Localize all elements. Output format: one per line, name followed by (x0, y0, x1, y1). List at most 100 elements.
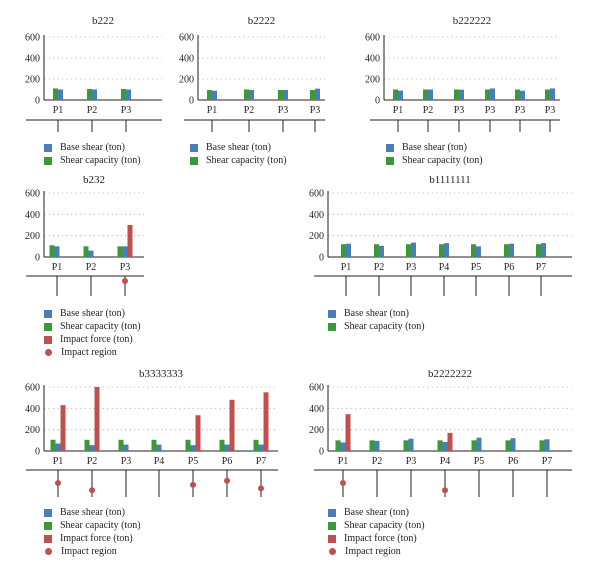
bar (123, 444, 129, 451)
legend-item-shear-capacity: Shear capacity (ton) (328, 320, 425, 333)
y-tick-label: 600 (309, 189, 324, 200)
bar (437, 440, 443, 451)
shear-capacity-swatch (386, 156, 394, 165)
y-tick-label: 400 (179, 54, 194, 65)
bar (195, 415, 201, 451)
bar (444, 243, 449, 257)
bar (406, 244, 411, 257)
x-tick-label: P3 (278, 105, 289, 116)
legend-b1111111: Base shear (ton) Shear capacity (ton) (328, 307, 425, 333)
y-tick-label: 200 (25, 75, 40, 86)
x-tick-label: P3 (121, 456, 132, 467)
y-tick-label: 200 (365, 75, 380, 86)
bar (515, 89, 520, 100)
chart-title: b2222222 (428, 368, 472, 380)
x-tick-label: P2 (87, 105, 98, 116)
legend-label: Impact region (61, 546, 117, 557)
bar (190, 445, 196, 451)
base-shear-swatch (328, 508, 336, 517)
x-tick-label: P7 (256, 456, 267, 467)
bar (423, 89, 428, 100)
legend-label: Impact region (345, 546, 401, 557)
x-tick-label: P1 (393, 105, 404, 116)
x-tick-label: P7 (542, 456, 553, 467)
chart-title: b222 (92, 15, 114, 27)
legend-item-base-shear: Base shear (ton) (386, 141, 483, 154)
impact-force-swatch (328, 534, 336, 543)
legend-item-impact-region: Impact region (328, 545, 425, 558)
bar (253, 439, 259, 451)
legend-label: Base shear (ton) (60, 142, 125, 153)
bar (151, 439, 157, 451)
x-tick-label: P2 (87, 456, 98, 467)
base-shear-swatch (386, 143, 394, 152)
legend-label: Impact force (ton) (344, 533, 417, 544)
chart-title: b222222 (453, 15, 492, 27)
bar (490, 88, 495, 100)
chart-title: b2222 (248, 15, 276, 27)
impact-region-dot (45, 349, 52, 356)
impact-region-marker (258, 485, 264, 492)
impact-region-marker (224, 477, 230, 484)
shear-capacity-swatch (328, 322, 336, 331)
bar (505, 440, 511, 451)
bar (263, 392, 269, 451)
bar (447, 432, 453, 451)
impact-force-swatch (44, 534, 52, 543)
bar (476, 246, 481, 257)
x-tick-label: P4 (439, 262, 450, 273)
bar (335, 440, 341, 451)
x-tick-label: P1 (53, 105, 64, 116)
y-tick-label: 0 (319, 447, 324, 458)
legend-item-shear-capacity: Shear capacity (ton) (190, 154, 287, 167)
bar (278, 90, 283, 100)
bar (408, 438, 414, 451)
impact-region-marker (122, 278, 128, 284)
impact-region-marker (89, 487, 95, 494)
bar (118, 439, 124, 451)
x-tick-label: P3 (406, 456, 417, 467)
bar (345, 414, 351, 451)
bar (185, 439, 191, 451)
x-tick-label: P1 (52, 262, 63, 273)
bar (310, 90, 315, 100)
bar (87, 88, 92, 100)
bar (509, 243, 514, 257)
bar (117, 246, 123, 257)
legend-item-impact-region: Impact region (44, 346, 141, 359)
y-tick-label: 200 (309, 231, 324, 242)
y-tick-label: 200 (179, 75, 194, 86)
bar (224, 444, 230, 451)
y-tick-label: 200 (309, 425, 324, 436)
x-tick-label: P4 (154, 456, 165, 467)
bar (83, 246, 89, 257)
legend-b2222: Base shear (ton) Shear capacity (ton) (190, 141, 287, 167)
legend-item-shear-capacity: Shear capacity (ton) (44, 320, 141, 333)
y-tick-label: 0 (319, 253, 324, 264)
bar (374, 440, 380, 451)
legend-label: Shear capacity (ton) (60, 520, 141, 531)
bar (122, 246, 128, 257)
bar (219, 439, 225, 451)
x-tick-label: P3 (515, 105, 526, 116)
legend-label: Base shear (ton) (344, 507, 409, 518)
bar (393, 89, 398, 100)
y-tick-label: 0 (35, 253, 40, 264)
y-tick-label: 400 (309, 210, 324, 221)
bar (442, 441, 448, 451)
chart-title: b232 (83, 174, 105, 186)
bar (156, 444, 162, 451)
x-tick-label: P1 (338, 456, 349, 467)
y-tick-label: 600 (25, 383, 40, 394)
bar (439, 244, 444, 257)
y-tick-label: 0 (35, 447, 40, 458)
legend-label: Base shear (ton) (402, 142, 467, 153)
bar (471, 244, 476, 257)
legend-item-shear-capacity: Shear capacity (ton) (44, 154, 141, 167)
x-tick-label: P3 (545, 105, 556, 116)
base-shear-swatch (44, 143, 52, 152)
bar (121, 88, 126, 100)
shear-capacity-swatch (44, 156, 52, 165)
bar (536, 244, 541, 257)
legend-label: Impact force (ton) (60, 533, 133, 544)
